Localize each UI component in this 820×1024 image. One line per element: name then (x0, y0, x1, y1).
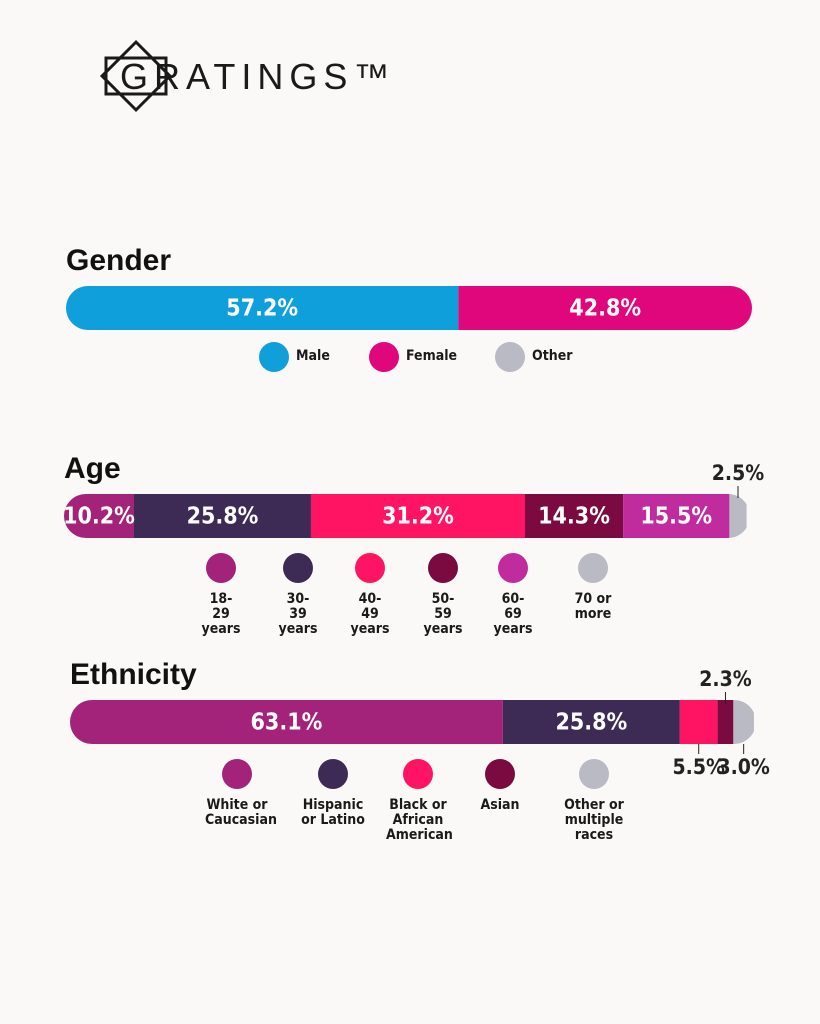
value-label: 10.2% (63, 504, 135, 530)
legend-swatch (403, 759, 433, 789)
bar-segment (524, 494, 624, 538)
bar-segment (66, 286, 459, 330)
legend-label: Female (406, 348, 458, 364)
legend-swatch (495, 342, 525, 372)
legend-label: 50-59 years (423, 591, 463, 637)
section-title: Age (64, 452, 121, 485)
bar-segment (70, 700, 503, 744)
legend-label: Male (296, 348, 330, 364)
legend-swatch (578, 553, 608, 583)
legend-swatch (485, 759, 515, 789)
legend-swatch (355, 553, 385, 583)
value-label: 2.3% (699, 667, 751, 691)
legend-label: Other or multiple races (564, 797, 624, 843)
value-label: 63.1% (251, 710, 323, 736)
legend-swatch (318, 759, 348, 789)
legend-swatch (283, 553, 313, 583)
legend-label: 18-29 years (201, 591, 241, 637)
legend-label: 30-39 years (278, 591, 318, 637)
legend-swatch (222, 759, 252, 789)
legend-swatch (259, 342, 289, 372)
bar (66, 286, 752, 330)
legend-swatch (428, 553, 458, 583)
value-label: 2.5% (712, 461, 764, 485)
section-title: Ethnicity (70, 658, 197, 691)
value-label: 15.5% (640, 504, 712, 530)
logo-mark (99, 39, 173, 113)
value-label: 5.5% (673, 755, 725, 779)
bar-segment (733, 700, 754, 744)
bar-segment (623, 494, 730, 538)
bar-segment (679, 700, 718, 744)
legend-swatch (498, 553, 528, 583)
value-label: 42.8% (569, 296, 641, 322)
legend-label: 40-49 years (350, 591, 390, 637)
bar-segment (458, 286, 752, 330)
bar-segment (310, 494, 525, 538)
value-label: 25.8% (555, 710, 627, 736)
legend-swatch (579, 759, 609, 789)
value-label: 31.2% (382, 504, 454, 530)
logo: GRATINGS™ (120, 56, 396, 97)
bar-segment (502, 700, 680, 744)
bar (64, 494, 747, 538)
legend-label: 60-69 years (493, 591, 533, 637)
legend-label: Asian (480, 797, 520, 813)
value-label: 14.3% (538, 504, 610, 530)
value-label: 57.2% (226, 296, 298, 322)
legend-swatch (369, 342, 399, 372)
bar-segment (729, 494, 747, 538)
value-label: 25.8% (187, 504, 259, 530)
legend-swatch (206, 553, 236, 583)
legend-label: 70 or more (574, 591, 612, 622)
bar (70, 700, 754, 744)
legend-label: Black or African American (386, 797, 453, 843)
legend-label: Other (532, 348, 573, 364)
bar-segment (64, 494, 134, 538)
section-title: Gender (66, 244, 171, 277)
legend-label: White or Caucasian (205, 797, 277, 828)
bar-segment (717, 700, 734, 744)
value-label: 3.0% (717, 755, 769, 779)
bar-segment (133, 494, 311, 538)
legend-label: Hispanic or Latino (301, 797, 365, 828)
